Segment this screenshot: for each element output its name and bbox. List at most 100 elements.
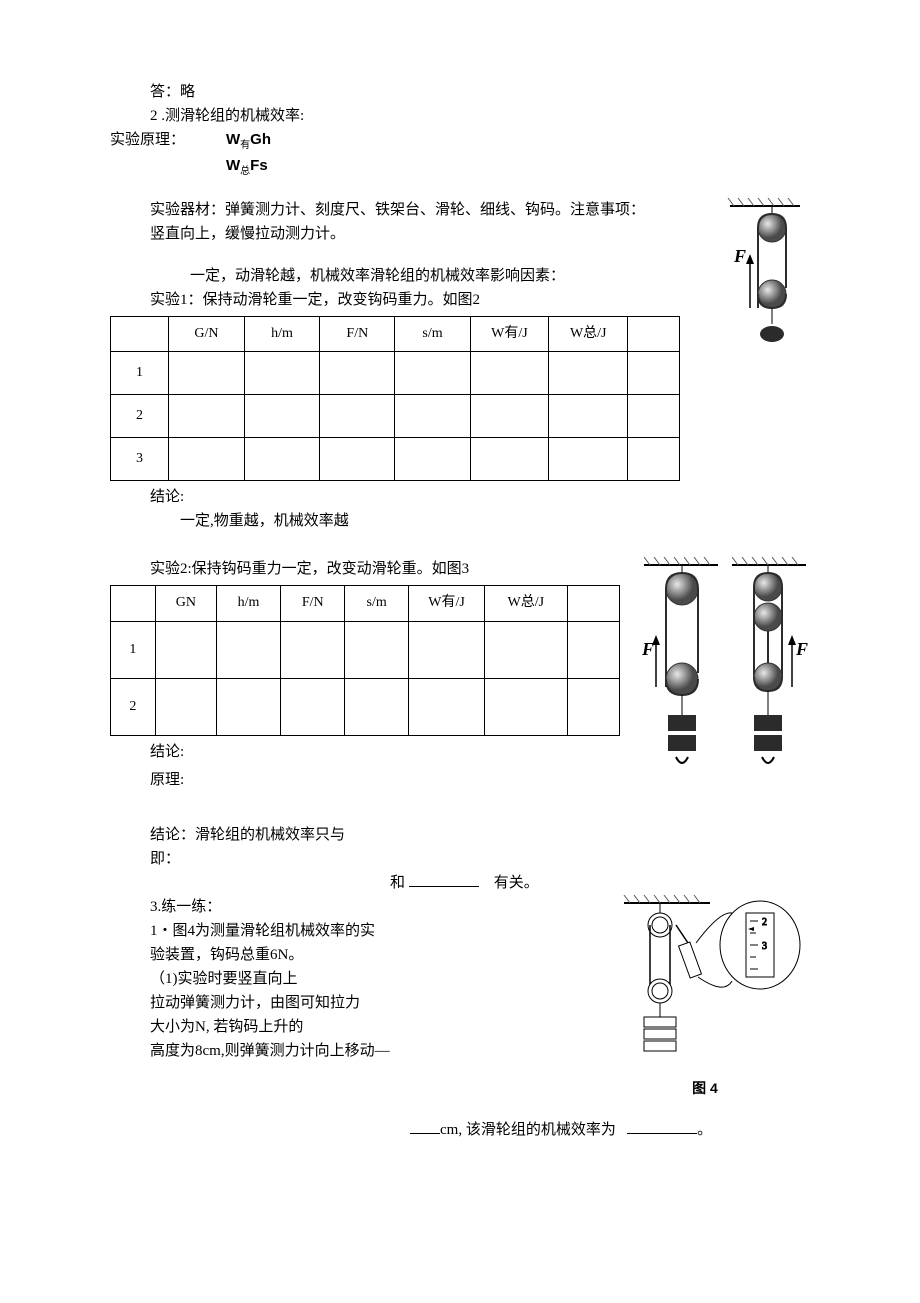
pulley-gauge-icon: 2 3 [600,895,810,1065]
blank-cm[interactable] [410,1118,440,1134]
and-related-line: 和 有关。 [110,871,810,895]
table2-cell [155,621,216,678]
svg-text:3: 3 [762,941,767,952]
formula2-row: W总Fs [110,154,810,180]
table2-cell [216,621,280,678]
section-exp2: F F 实验2:保持钩码重力一定，改变动滑轮重。如图3 [110,557,810,805]
table1-header-cell: h/m [244,317,319,352]
related-text: 有关。 [494,875,539,891]
table1-header-cell: W总/J [549,317,628,352]
table-2: GNh/mF/Ns/mW有/JW总/J12 [110,585,620,735]
pulley-double-icon: F F [640,557,810,787]
table2-cell: 2 [111,678,156,735]
table2-cell [281,621,345,678]
formula1-Gh: Gh [250,131,271,148]
table1-cell [169,395,245,438]
table1-cell [169,352,245,395]
table1-cell [395,352,470,395]
bottom-line-a: cm, 该滑轮组的机械效率为 [440,1122,616,1138]
exp1-conclusion-line: 一定,物重越，机械效率越 [110,509,810,533]
table1-header-cell: F/N [320,317,395,352]
table1-cell [320,438,395,481]
blank-1[interactable] [409,871,479,887]
formula2-W: W [226,157,240,174]
table1-header-cell: W有/J [470,317,549,352]
table1-cell [169,438,245,481]
table2-cell [155,678,216,735]
figure-2: F [700,198,810,366]
table1-cell [244,438,319,481]
principle-row: 实验原理： W有Gh [110,128,810,154]
table2-cell [408,678,484,735]
table1-cell [395,395,470,438]
svg-text:F: F [641,639,654,659]
table-row: 1 [111,621,620,678]
table2-header-cell: F/N [281,586,345,621]
table2-cell [281,678,345,735]
table1-cell: 1 [111,352,169,395]
table1-cell [470,395,549,438]
table2-header-cell: GN [155,586,216,621]
table2-cell [408,621,484,678]
table1-cell [628,352,680,395]
table1-cell [320,395,395,438]
table1-header-cell: G/N [169,317,245,352]
table1-cell: 3 [111,438,169,481]
table-row: 1 [111,352,680,395]
table1-cell [549,352,628,395]
table1-cell [470,352,549,395]
table1-cell [628,395,680,438]
table1-cell [628,438,680,481]
table1-cell: 2 [111,395,169,438]
section-equipment: F 实验器材：弹簧测力计、刻度尺、铁架台、滑轮、细线、钩码。注意事项： 竖直向上… [110,198,810,481]
topic-line: 2 .测滑轮组的机械效率: [110,104,810,128]
final-conclusion-1: 结论：滑轮组的机械效率只与 [110,823,810,847]
figure-4-caption: 图 4 [600,1077,810,1099]
bottom-line-end: 。 [697,1122,712,1138]
svg-text:F: F [795,639,808,659]
formula2-sub: 总 [240,166,250,177]
table-row: 2 [111,395,680,438]
table2-header-cell: h/m [216,586,280,621]
table2-cell [485,621,567,678]
exp1-conclusion-label: 结论: [110,485,810,509]
table1-cell [549,438,628,481]
page: 答：略 2 .测滑轮组的机械效率: 实验原理： W有Gh W总Fs [0,0,920,1303]
table-row: 3 [111,438,680,481]
table1-cell [470,438,549,481]
table-row: 2 [111,678,620,735]
table2-cell [345,621,409,678]
pulley-single-icon: F [700,198,810,358]
figure-2-F-label: F [733,246,746,266]
table1-cell [244,352,319,395]
and-text: 和 [390,875,405,891]
table1-cell [549,395,628,438]
table2-cell [216,678,280,735]
table2-header-cell [567,586,619,621]
answer-line: 答：略 [110,80,810,104]
table-1: G/Nh/mF/Ns/mW有/JW总/J 123 [110,316,680,481]
figure-3: F F [640,557,810,795]
blank-eff[interactable] [627,1118,697,1134]
formula1-W: W [226,131,240,148]
table1-cell [244,395,319,438]
table2-header-cell: s/m [345,586,409,621]
table2-cell [485,678,567,735]
table2-cell [567,621,619,678]
table1-cell [320,352,395,395]
principle-label: 实验原理： [110,128,210,152]
figure-4: 2 3 图 4 [600,895,810,1099]
bottom-fill-line: cm, 该滑轮组的机械效率为 。 [110,1118,810,1142]
table2-header-cell [111,586,156,621]
exercise-section: 2 3 图 4 3.练一练： 1・图4为测量滑轮组机械效率的实 验装置，钩码总重… [110,895,810,1141]
table2-cell: 1 [111,621,156,678]
table2-cell [567,678,619,735]
final-conclusion-2: 即： [110,847,810,871]
table2-header-cell: W有/J [408,586,484,621]
table1-header-cell: s/m [395,317,470,352]
table2-cell [345,678,409,735]
formula1-sub: 有 [240,140,250,151]
svg-text:2: 2 [762,917,767,928]
formula2-Fs: Fs [250,157,268,174]
table1-cell [395,438,470,481]
